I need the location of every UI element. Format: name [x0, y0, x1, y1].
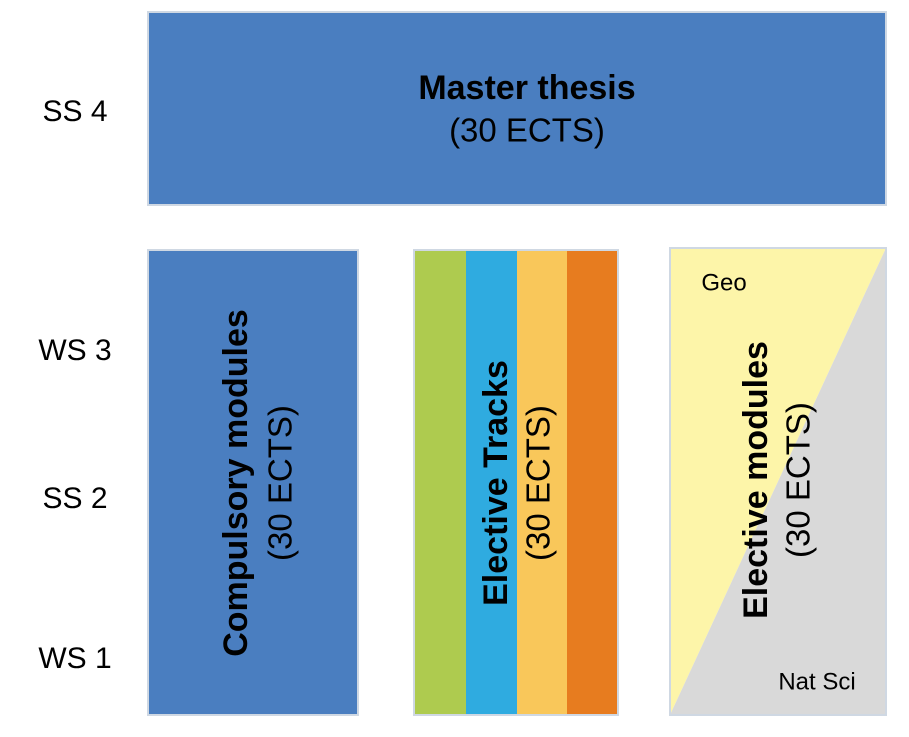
electives-credits: (30 ECTS) [780, 402, 817, 558]
electives-border [669, 247, 887, 716]
track-stripe [414, 250, 466, 715]
semester-label: SS 4 [42, 95, 107, 128]
thesis-title: Master thesis [418, 69, 635, 107]
semester-label: WS 3 [38, 334, 111, 367]
tracks-box [413, 249, 619, 716]
thesis-box [147, 11, 887, 206]
semester-label: WS 1 [38, 642, 111, 675]
compulsory-credits: (30 ECTS) [262, 405, 299, 561]
electives-box [669, 247, 887, 716]
thesis-credits: (30 ECTS) [449, 112, 605, 149]
natsci-area [670, 248, 886, 715]
semester-label: SS 2 [42, 482, 107, 515]
geo-label: Geo [701, 269, 746, 296]
tracks-credits: (30 ECTS) [520, 405, 557, 561]
compulsory-box [147, 249, 359, 716]
natsci-label: Nat Sci [778, 668, 855, 695]
tracks-title: Elective Tracks [477, 360, 515, 606]
track-stripe [567, 250, 618, 715]
electives-title: Elective modules [737, 341, 775, 619]
track-stripe [466, 250, 517, 715]
compulsory-title: Compulsory modules [217, 309, 255, 657]
track-stripe [517, 250, 567, 715]
track-border [413, 249, 619, 716]
